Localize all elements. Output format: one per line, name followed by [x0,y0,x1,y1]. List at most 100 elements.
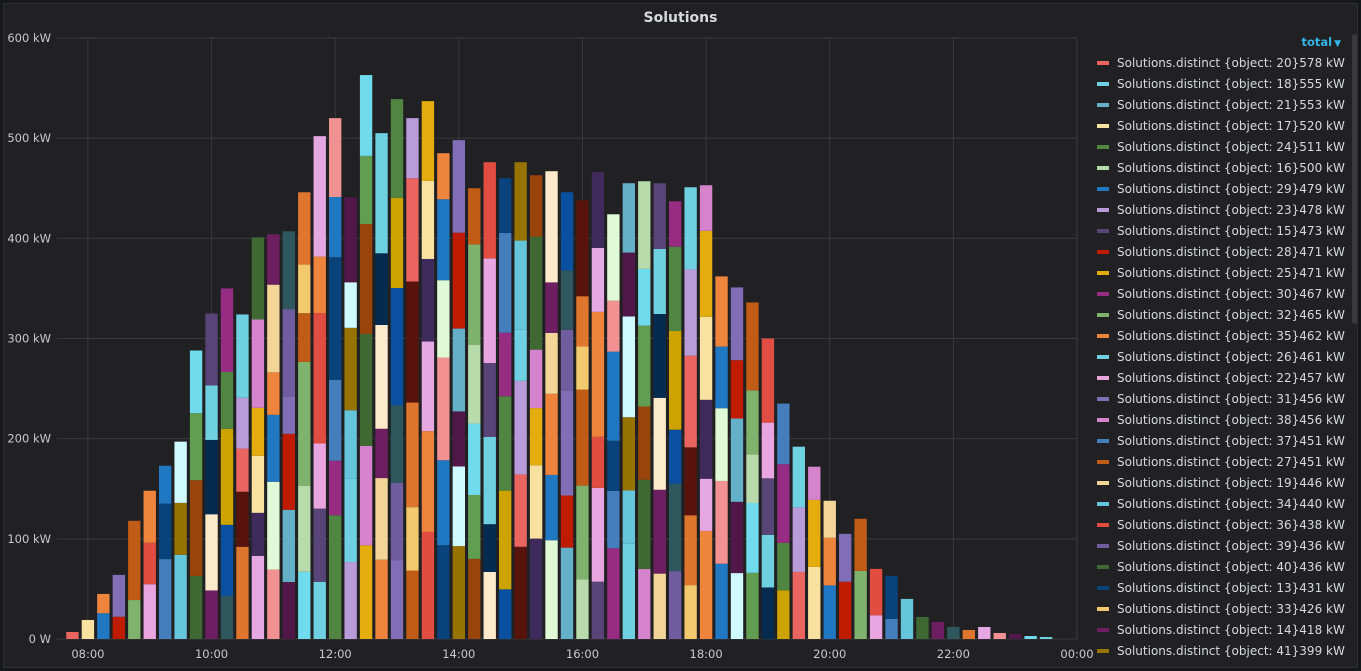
bar-segment[interactable] [545,393,558,475]
bar-segment[interactable] [468,345,481,424]
bar-segment[interactable] [112,616,125,639]
legend-item[interactable]: Solutions.distinct {object: 34} 440 kW [1089,493,1345,514]
bar-segment[interactable] [406,402,419,508]
bar-segment[interactable] [514,546,527,639]
bar-segment[interactable] [205,514,218,591]
bar-segment[interactable] [576,346,589,390]
bar-segment[interactable] [282,231,295,310]
bar-segment[interactable] [189,575,203,639]
legend-color-swatch[interactable] [1097,207,1109,212]
bar-segment[interactable] [406,507,419,571]
bar-segment[interactable] [560,547,574,639]
bar-segment[interactable] [282,509,295,583]
bar-segment[interactable] [715,346,728,409]
legend-item[interactable]: Solutions.distinct {object: 15} 473 kW [1089,220,1345,241]
legend-item[interactable]: Solutions.distinct {object: 33} 426 kW [1089,598,1345,619]
legend-series-name[interactable]: Solutions.distinct {object: 36} [1117,517,1300,532]
bar-segment[interactable] [205,313,218,386]
bar-segment[interactable] [390,287,404,406]
bar-segment[interactable] [344,327,357,411]
bar-segment[interactable] [406,178,419,282]
bar-segment[interactable] [576,389,589,486]
legend-item[interactable]: Solutions.distinct {object: 27} 451 kW [1089,451,1345,472]
bar-segment[interactable] [545,332,558,394]
bar-segment[interactable] [1024,636,1037,639]
bar-segment[interactable] [962,629,975,639]
bar-segment[interactable] [529,175,543,237]
bar-segment[interactable] [560,390,574,496]
bar-segment[interactable] [777,464,790,543]
legend-series-name[interactable]: Solutions.distinct {object: 15} [1117,223,1300,238]
legend-color-swatch[interactable] [1097,522,1109,527]
bar-segment[interactable] [730,360,744,419]
bar-segment[interactable] [298,361,311,486]
bar-segment[interactable] [483,162,496,259]
bar-segment[interactable] [483,524,496,572]
bar-segment[interactable] [638,325,651,407]
bar-segment[interactable] [916,616,929,639]
legend-color-swatch[interactable] [1097,354,1109,359]
bar-segment[interactable] [622,316,635,418]
bar-segment[interactable] [746,454,759,503]
bar-segment[interactable] [576,485,589,580]
bar-segment[interactable] [220,428,234,525]
bar-segment[interactable] [267,234,280,285]
bar-segment[interactable] [421,341,435,432]
bar-segment[interactable] [730,501,744,574]
legend-item[interactable]: Solutions.distinct {object: 41} 399 kW [1089,640,1345,661]
bar-segment[interactable] [298,313,311,362]
bar-segment[interactable] [576,200,589,297]
bar-segment[interactable] [947,626,960,639]
bar-segment[interactable] [591,247,605,312]
legend-item[interactable]: Solutions.distinct {object: 25} 471 kW [1089,262,1345,283]
legend-series-name[interactable]: Solutions.distinct {object: 35} [1117,328,1300,343]
bar-segment[interactable] [174,502,187,555]
legend-series-name[interactable]: Solutions.distinct {object: 29} [1117,181,1300,196]
bar-segment[interactable] [236,314,249,398]
bar-segment[interactable] [359,446,373,546]
bar-segment[interactable] [220,524,234,596]
legend-color-swatch[interactable] [1097,102,1109,107]
legend-item[interactable]: Solutions.distinct {object: 38} 456 kW [1089,409,1345,430]
legend-color-swatch[interactable] [1097,144,1109,149]
bar-segment[interactable] [189,413,203,481]
bar-segment[interactable] [406,281,419,403]
bar-segment[interactable] [499,233,512,333]
bar-segment[interactable] [329,197,342,258]
bar-segment[interactable] [205,590,218,639]
bar-segment[interactable] [715,480,728,564]
bar-segment[interactable] [885,575,898,619]
legend-item[interactable]: Solutions.distinct {object: 24} 511 kW [1089,136,1345,157]
legend-color-swatch[interactable] [1097,249,1109,254]
bar-segment[interactable] [282,582,295,639]
bar-segment[interactable] [699,316,713,400]
legend-item[interactable]: Solutions.distinct {object: 32} 465 kW [1089,304,1345,325]
bar-segment[interactable] [143,584,156,639]
bar-segment[interactable] [839,581,852,639]
legend-color-swatch[interactable] [1097,312,1109,317]
bar-segment[interactable] [607,490,620,549]
bar-segment[interactable] [761,422,775,479]
legend-item[interactable]: Solutions.distinct {object: 14} 418 kW [1089,619,1345,640]
legend-series-name[interactable]: Solutions.distinct {object: 25} [1117,265,1300,280]
bar-segment[interactable] [622,490,635,544]
bar-segment[interactable] [514,380,527,475]
bar-segment[interactable] [529,408,543,466]
bar-segment[interactable] [545,474,558,541]
bar-segment[interactable] [298,264,311,314]
bar-segment[interactable] [529,465,543,539]
bar-segment[interactable] [653,397,666,490]
bar-segment[interactable] [174,554,187,639]
legend-item[interactable]: Solutions.distinct {object: 28} 471 kW [1089,241,1345,262]
bar-segment[interactable] [591,311,605,437]
legend-series-name[interactable]: Solutions.distinct {object: 20} [1117,55,1300,70]
bar-segment[interactable] [329,515,342,639]
bar-segment[interactable] [1039,637,1053,639]
legend-series-name[interactable]: Solutions.distinct {object: 32} [1117,307,1300,322]
bar-segment[interactable] [375,324,388,429]
legend-item[interactable]: Solutions.distinct {object: 23} 478 kW [1089,199,1345,220]
legend-color-swatch[interactable] [1097,438,1109,443]
bar-segment[interactable] [761,587,775,639]
bar-segment[interactable] [282,309,295,397]
bar-segment[interactable] [684,585,697,639]
